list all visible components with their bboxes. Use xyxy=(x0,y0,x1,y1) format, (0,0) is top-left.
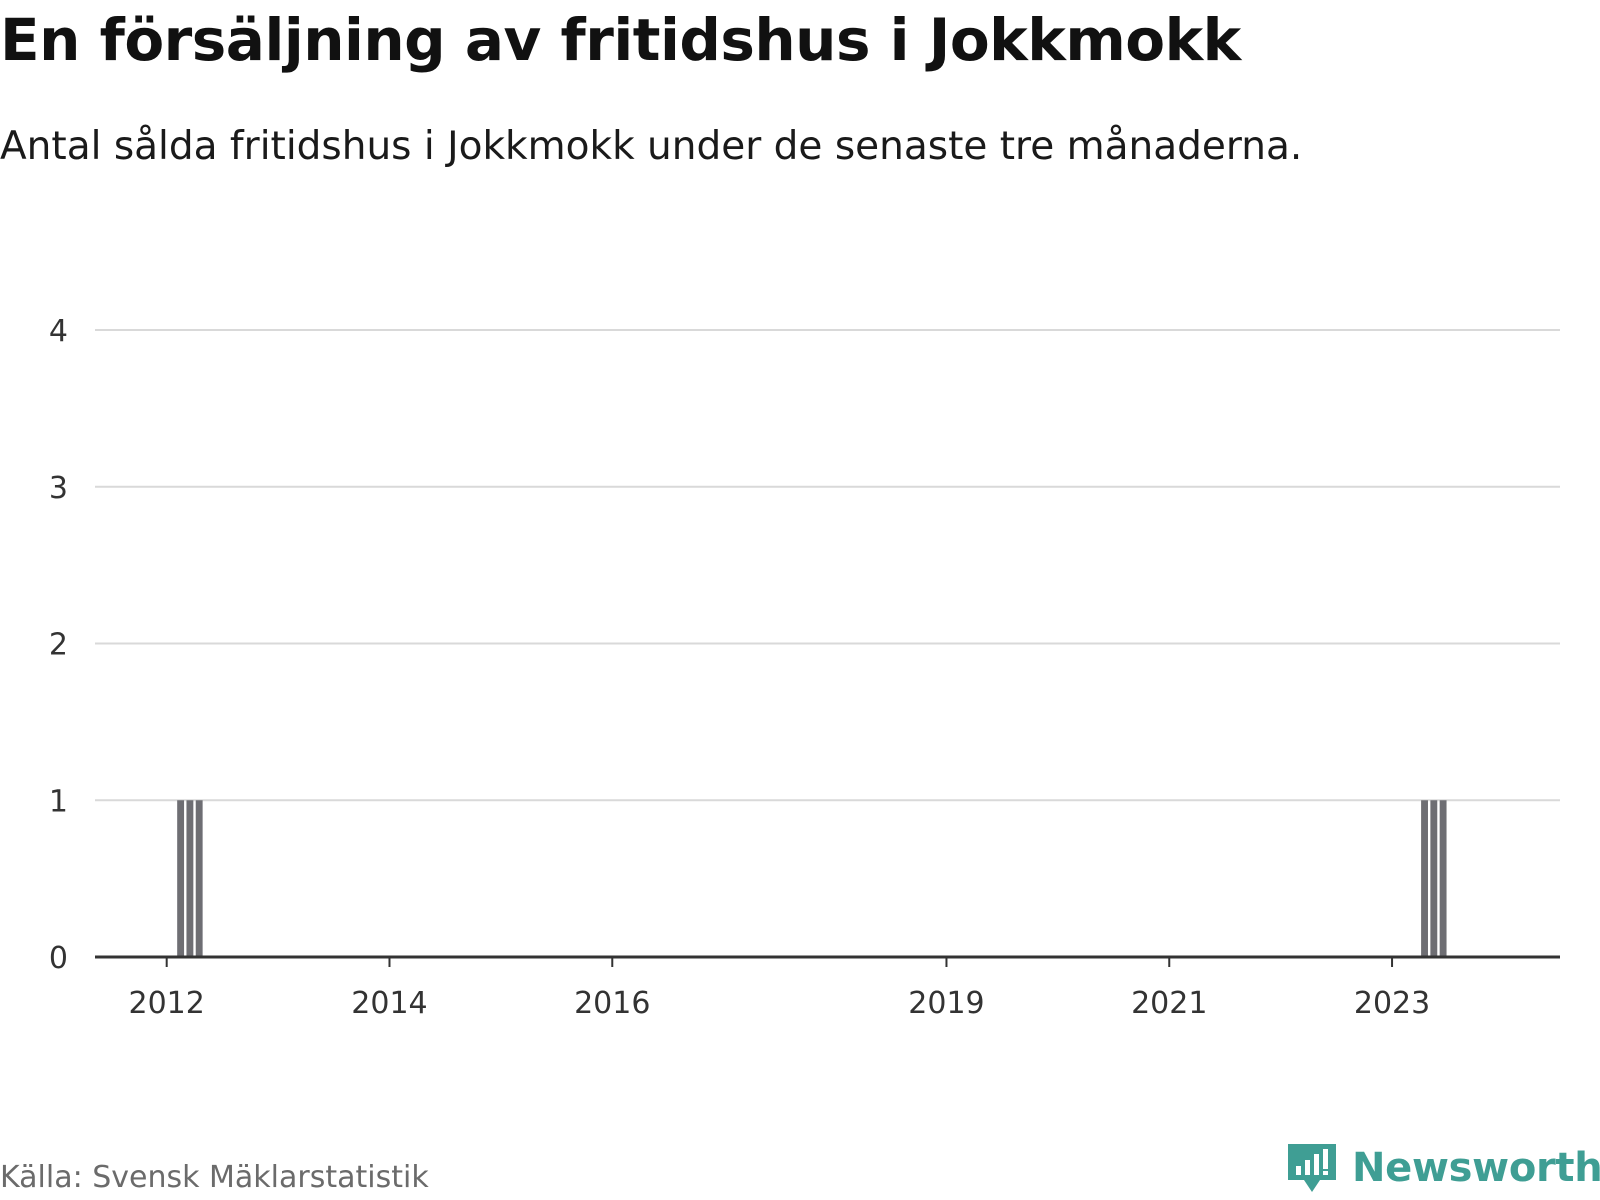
brand-name: Newsworthy xyxy=(1352,1145,1600,1191)
x-tick-label: 2019 xyxy=(908,986,984,1021)
bars xyxy=(177,800,1447,957)
y-tick-label: 3 xyxy=(49,471,68,506)
bar xyxy=(1439,800,1447,957)
bar xyxy=(177,800,185,957)
newsworthy-logo-icon xyxy=(1288,1144,1336,1192)
bar xyxy=(1430,800,1438,957)
bar xyxy=(195,800,203,957)
source-note: Källa: Svensk Mäklarstatistik xyxy=(0,1160,429,1195)
x-axis-ticks: 2012 2014 2016 2019 2021 2023 xyxy=(129,957,1430,1021)
x-tick-label: 2012 xyxy=(129,986,205,1021)
x-tick-label: 2023 xyxy=(1354,986,1430,1021)
x-tick-label: 2021 xyxy=(1131,986,1207,1021)
brand-logo: Newsworthy xyxy=(1286,1140,1600,1196)
y-tick-label: 1 xyxy=(49,784,68,819)
y-tick-label: 2 xyxy=(49,628,68,663)
bar xyxy=(1421,800,1428,957)
gridlines xyxy=(95,329,1560,802)
x-tick-label: 2016 xyxy=(574,986,650,1021)
chart-subtitle: Antal sålda fritidshus i Jokkmokk under … xyxy=(0,124,1303,169)
x-tick-label: 2014 xyxy=(351,986,427,1021)
y-tick-label: 4 xyxy=(49,314,68,349)
chart-title: En försäljning av fritidshus i Jokkmokk xyxy=(0,6,1241,74)
bar-chart: 0 1 2 3 4 2012 2014 2016 2019 2021 2023 1 xyxy=(49,314,1560,1021)
y-axis-ticks: 0 1 2 3 4 xyxy=(49,314,68,976)
y-tick-label: 0 xyxy=(49,941,68,976)
bar xyxy=(186,800,194,957)
